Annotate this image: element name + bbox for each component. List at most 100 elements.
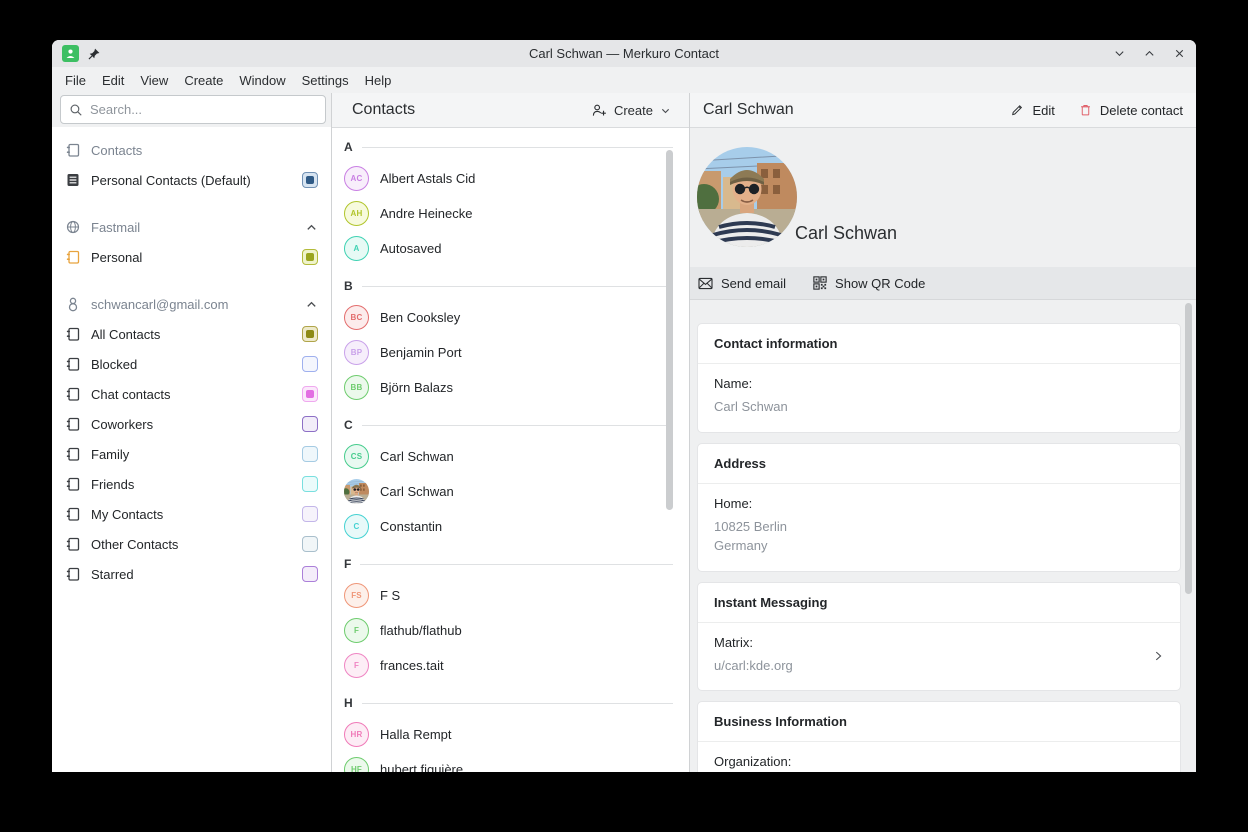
sidebar-item-label: Family [91,446,130,462]
contact-name: Ben Cooksley [380,310,461,325]
addressbook-checkbox[interactable] [302,356,318,372]
matrix-field[interactable]: Matrix: u/carl:kde.org [698,623,1180,691]
contact-row[interactable]: FS F S [332,578,689,613]
sidebar-item-label: Personal Contacts (Default) [91,172,251,188]
sidebar-item-all-contacts[interactable]: All Contacts [52,319,331,349]
window-title: Carl Schwan — Merkuro Contact [528,46,719,61]
sidebar-item-label: Chat contacts [91,386,171,402]
sidebar-item-friends[interactable]: Friends [52,469,331,499]
send-email-button[interactable]: Send email [698,276,786,291]
card-header: Address [698,444,1180,484]
addressbook-checkbox[interactable] [302,249,318,265]
sidebar-group-fastmail[interactable]: Fastmail [52,212,331,242]
contact-list: A AC Albert Astals Cid AH Andre Heinecke… [332,128,689,772]
address-book-icon [66,477,80,491]
contact-row[interactable]: BP Benjamin Port [332,335,689,370]
sidebar: Contacts Personal Contacts (Default) Fas… [52,93,332,772]
sidebar-item-coworkers[interactable]: Coworkers [52,409,331,439]
contact-name: Carl Schwan [380,484,454,499]
address-book-icon [66,537,80,551]
sidebar-item-other-contacts[interactable]: Other Contacts [52,529,331,559]
sidebar-item-my-contacts[interactable]: My Contacts [52,499,331,529]
contact-row[interactable]: F frances.tait [332,648,689,683]
sidebar-item-family[interactable]: Family [52,439,331,469]
search-icon [69,103,83,117]
contact-name: Björn Balazs [380,380,453,395]
sidebar-item-starred[interactable]: Starred [52,559,331,589]
addressbook-checkbox[interactable] [302,506,318,522]
contact-row-carl-schwan-photo[interactable]: Carl Schwan [332,474,689,509]
avatar: AC [344,166,369,191]
contact-row[interactable]: BB Björn Balazs [332,370,689,405]
menu-create[interactable]: Create [184,72,224,88]
contact-row[interactable]: AH Andre Heinecke [332,196,689,231]
addressbook-checkbox[interactable] [302,446,318,462]
minimize-button[interactable] [1113,47,1126,60]
addressbook-checkbox[interactable] [302,172,318,188]
home-address-field: Home: 10825 Berlin Germany [698,484,1180,571]
avatar: AH [344,201,369,226]
section-header-b: B [332,272,689,300]
addressbook-checkbox[interactable] [302,416,318,432]
avatar: F [344,653,369,678]
sidebar-item-label: Starred [91,566,134,582]
addressbook-checkbox[interactable] [302,536,318,552]
show-qr-code-button[interactable]: Show QR Code [813,276,925,291]
contact-row[interactable]: A Autosaved [332,231,689,266]
contact-row[interactable]: CS Carl Schwan [332,439,689,474]
search-input[interactable] [90,102,317,117]
chevron-right-icon [1152,650,1164,662]
contacts-scrollbar[interactable] [666,150,673,510]
address-card: Address Home: 10825 Berlin Germany [697,442,1181,572]
menu-help[interactable]: Help [364,72,392,88]
contact-row[interactable]: BC Ben Cooksley [332,300,689,335]
contact-row[interactable]: C Constantin [332,509,689,544]
addressbook-checkbox[interactable] [302,326,318,342]
section-letter: A [344,140,353,154]
section-header-c: C [332,411,689,439]
contact-row[interactable]: HR Halla Rempt [332,717,689,752]
menu-file[interactable]: File [65,72,86,88]
contact-name: flathub/flathub [380,623,462,638]
contact-photo [344,479,369,504]
collapse-chevron-icon[interactable] [305,298,318,311]
contact-row[interactable]: F flathub/flathub [332,613,689,648]
addressbook-checkbox[interactable] [302,476,318,492]
sidebar-item-personal-contacts-default[interactable]: Personal Contacts (Default) [52,165,331,195]
contacts-pane-header: Contacts Create [332,93,689,128]
menu-edit[interactable]: Edit [101,72,125,88]
sidebar-item-label: Friends [91,476,135,492]
close-button[interactable] [1173,47,1186,60]
maximize-button[interactable] [1143,47,1156,60]
sidebar-item-label: Blocked [91,356,138,372]
contact-information-card: Contact information Name: Carl Schwan [697,323,1181,433]
delete-contact-button[interactable]: Delete contact [1079,103,1183,118]
details-scrollbar[interactable] [1185,303,1192,594]
sidebar-item-personal[interactable]: Personal [52,242,331,272]
contact-row[interactable]: AC Albert Astals Cid [332,161,689,196]
collapse-chevron-icon[interactable] [305,221,318,234]
edit-button[interactable]: Edit [1010,103,1055,118]
menu-view[interactable]: View [140,72,169,88]
addressbook-checkbox[interactable] [302,386,318,402]
titlebar[interactable]: Carl Schwan — Merkuro Contact [52,40,1196,67]
menu-settings[interactable]: Settings [301,72,349,88]
sidebar-item-contacts[interactable]: Contacts [52,135,331,165]
address-book-icon [66,357,80,371]
avatar: FS [344,583,369,608]
pin-icon[interactable] [87,47,101,61]
addressbook-checkbox[interactable] [302,566,318,582]
contact-row[interactable]: HF hubert figuière [332,752,689,772]
create-button-label: Create [613,102,653,118]
sidebar-item-chat-contacts[interactable]: Chat contacts [52,379,331,409]
menu-window[interactable]: Window [239,72,286,88]
avatar: BC [344,305,369,330]
avatar: HR [344,722,369,747]
create-contact-button[interactable]: Create [592,103,671,118]
sidebar-item-blocked[interactable]: Blocked [52,349,331,379]
organization-field: Organization: G10 Code GmbH [698,742,1180,772]
search-field[interactable] [60,95,326,124]
sidebar-group-gmail-account[interactable]: schwancarl@gmail.com [52,289,331,319]
field-label: Matrix: [714,634,753,650]
card-header: Business Information [698,702,1180,743]
